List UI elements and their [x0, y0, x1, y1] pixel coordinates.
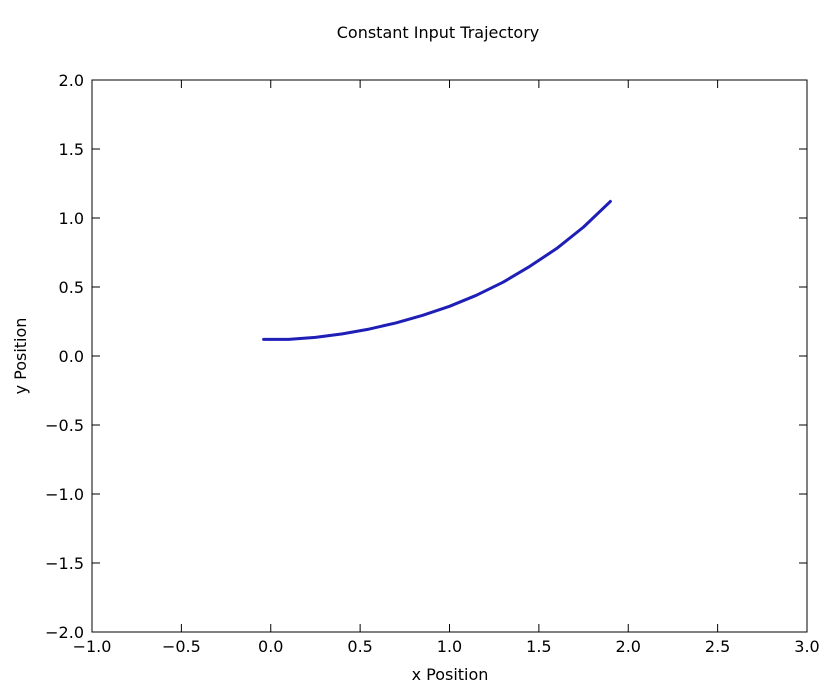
y-tick-label: −1.0: [45, 485, 84, 504]
x-tick-label: 0.5: [347, 637, 372, 656]
x-tick-label: −0.5: [162, 637, 201, 656]
x-axis-ticks: −1.0 −0.5 0.0 0.5 1.0 1.5 2.0 2.5 3.0: [73, 80, 820, 656]
y-tick-label: 1.5: [59, 140, 84, 159]
y-axis-label: y Position: [11, 318, 30, 395]
x-tick-label: 1.5: [526, 637, 551, 656]
series-layer: [262, 199, 612, 341]
x-tick-label: 0.0: [258, 637, 283, 656]
y-tick-label: 0.0: [59, 347, 84, 366]
plot-area: [91, 79, 808, 633]
y-tick-label: −1.5: [45, 554, 84, 573]
x-tick-label: 2.5: [705, 637, 730, 656]
y-tick-label: 1.0: [59, 209, 84, 228]
y-tick-label: −0.5: [45, 416, 84, 435]
y-tick-label: 2.0: [59, 71, 84, 90]
x-axis-label: x Position: [412, 665, 489, 684]
y-axis-ticks: 2.0 1.5 1.0 0.5 0.0 −0.5 −1.0 −1.5 −2.0: [45, 71, 807, 642]
x-tick-label: 2.0: [616, 637, 641, 656]
chart-title: Constant Input Trajectory: [337, 23, 540, 42]
x-tick-label: 3.0: [794, 637, 819, 656]
y-tick-label: −2.0: [45, 623, 84, 642]
y-tick-label: 0.5: [59, 278, 84, 297]
x-tick-label: −1.0: [73, 637, 112, 656]
x-tick-label: 1.0: [437, 637, 462, 656]
trajectory-line: [262, 199, 612, 341]
